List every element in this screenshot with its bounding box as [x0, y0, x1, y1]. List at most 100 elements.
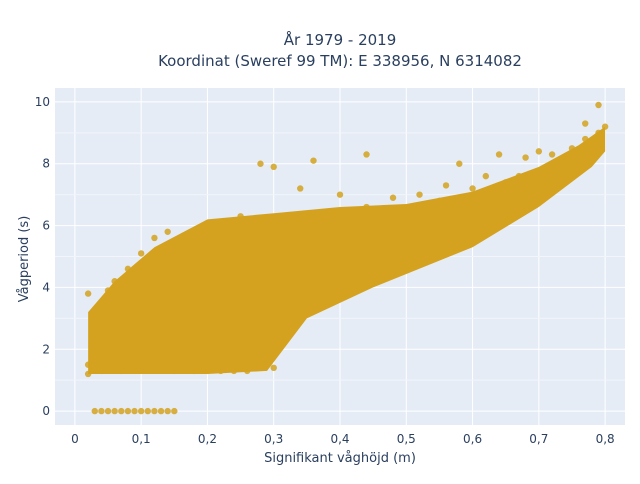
scatter-point [98, 302, 105, 310]
scatter-point [237, 290, 244, 297]
scatter-point [131, 339, 138, 347]
scatter-point [509, 197, 516, 205]
scatter-point [230, 228, 238, 235]
scatter-point [303, 265, 311, 273]
scatter-point [190, 302, 198, 310]
scatter-point [151, 407, 158, 415]
scatter-point [350, 262, 357, 269]
scatter-point [131, 407, 138, 415]
y-tick-label: 6 [42, 219, 50, 233]
scatter-point [396, 216, 403, 223]
scatter-point [204, 367, 211, 375]
scatter-point [157, 407, 165, 415]
x-tick-label: 0,4 [330, 432, 349, 446]
scatter-point [118, 407, 125, 415]
scatter-point [283, 299, 291, 307]
x-tick-label: 0,8 [596, 432, 615, 446]
scatter-point [469, 216, 476, 223]
scatter-point [84, 361, 92, 368]
scatter-point [442, 222, 450, 229]
scatter-point [562, 166, 569, 174]
chart-title-line-1: År 1979 - 2019 [284, 30, 397, 49]
scatter-point [429, 237, 436, 245]
scatter-point [177, 296, 185, 303]
x-tick-label: 0,7 [529, 432, 548, 446]
scatter-point [84, 290, 92, 297]
scatter-point [595, 129, 602, 137]
scatter-point [436, 197, 443, 205]
scatter-point [151, 290, 158, 297]
scatter-point [403, 206, 410, 214]
scatter-point [270, 231, 277, 239]
scatter-point [137, 250, 145, 257]
chart-title: År 1979 - 2019 Koordinat (Sweref 99 TM):… [158, 30, 522, 70]
scatter-point [250, 312, 258, 319]
scatter-point [409, 228, 417, 235]
scatter-point [164, 228, 171, 235]
scatter-point [495, 151, 503, 158]
scatter-point [330, 259, 337, 266]
scatter-point [190, 240, 198, 248]
scatter-point [601, 123, 609, 130]
scatter-point [111, 278, 118, 285]
y-axis-ticks: 0 2 4 6 8 10 [35, 95, 50, 418]
scatter-point [237, 213, 244, 220]
scatter-point [257, 364, 264, 372]
scatter-point [456, 210, 463, 217]
scatter-point [363, 203, 370, 211]
scatter-point [376, 262, 383, 269]
x-tick-label: 0 [71, 432, 79, 446]
scatter-point [210, 265, 218, 273]
scatter-point [548, 151, 556, 158]
x-tick-label: 0,1 [132, 432, 151, 446]
scatter-point [482, 219, 490, 226]
scatter-point [542, 166, 549, 174]
scatter-point [582, 135, 589, 143]
scatter-point [522, 154, 529, 161]
scatter-point [323, 278, 330, 285]
scatter-point [310, 287, 317, 294]
scatter-point [171, 271, 178, 279]
scatter-point [383, 234, 390, 242]
scatter-point [442, 182, 450, 189]
scatter-point [124, 296, 132, 303]
scatter-point [137, 361, 145, 368]
scatter-point [124, 407, 132, 415]
scatter-point [217, 250, 224, 257]
scatter-point [515, 172, 523, 180]
scatter-point [157, 278, 165, 285]
scatter-point [250, 240, 258, 248]
chart-title-line-2: Koordinat (Sweref 99 TM): E 338956, N 63… [158, 52, 522, 70]
scatter-point [91, 315, 98, 322]
scatter-point [363, 151, 370, 158]
scatter-point [204, 231, 211, 239]
y-tick-label: 2 [42, 342, 50, 356]
scatter-point [111, 407, 118, 415]
scatter-point [104, 407, 112, 415]
scatter-point [270, 364, 277, 372]
scatter-point [522, 188, 529, 195]
scatter-point [244, 367, 251, 375]
scatter-point [495, 203, 503, 211]
scatter-point [151, 234, 158, 242]
scatter-point [171, 367, 178, 375]
x-tick-label: 0,5 [397, 432, 416, 446]
scatter-point [283, 222, 291, 229]
scatter-point [502, 179, 509, 186]
scatter-point [297, 290, 304, 297]
scatter-point [137, 284, 145, 291]
scatter-point [137, 324, 145, 331]
scatter-point [469, 185, 476, 192]
scatter-point [244, 265, 251, 273]
scatter-density-band [88, 126, 606, 374]
x-tick-label: 0,2 [198, 432, 217, 446]
scatter-point [389, 194, 397, 201]
scatter-point [84, 370, 92, 378]
scatter-point [171, 327, 178, 334]
y-tick-label: 0 [42, 404, 50, 418]
scatter-point [336, 234, 344, 242]
scatter-point [588, 141, 596, 149]
scatter-point [257, 160, 264, 167]
